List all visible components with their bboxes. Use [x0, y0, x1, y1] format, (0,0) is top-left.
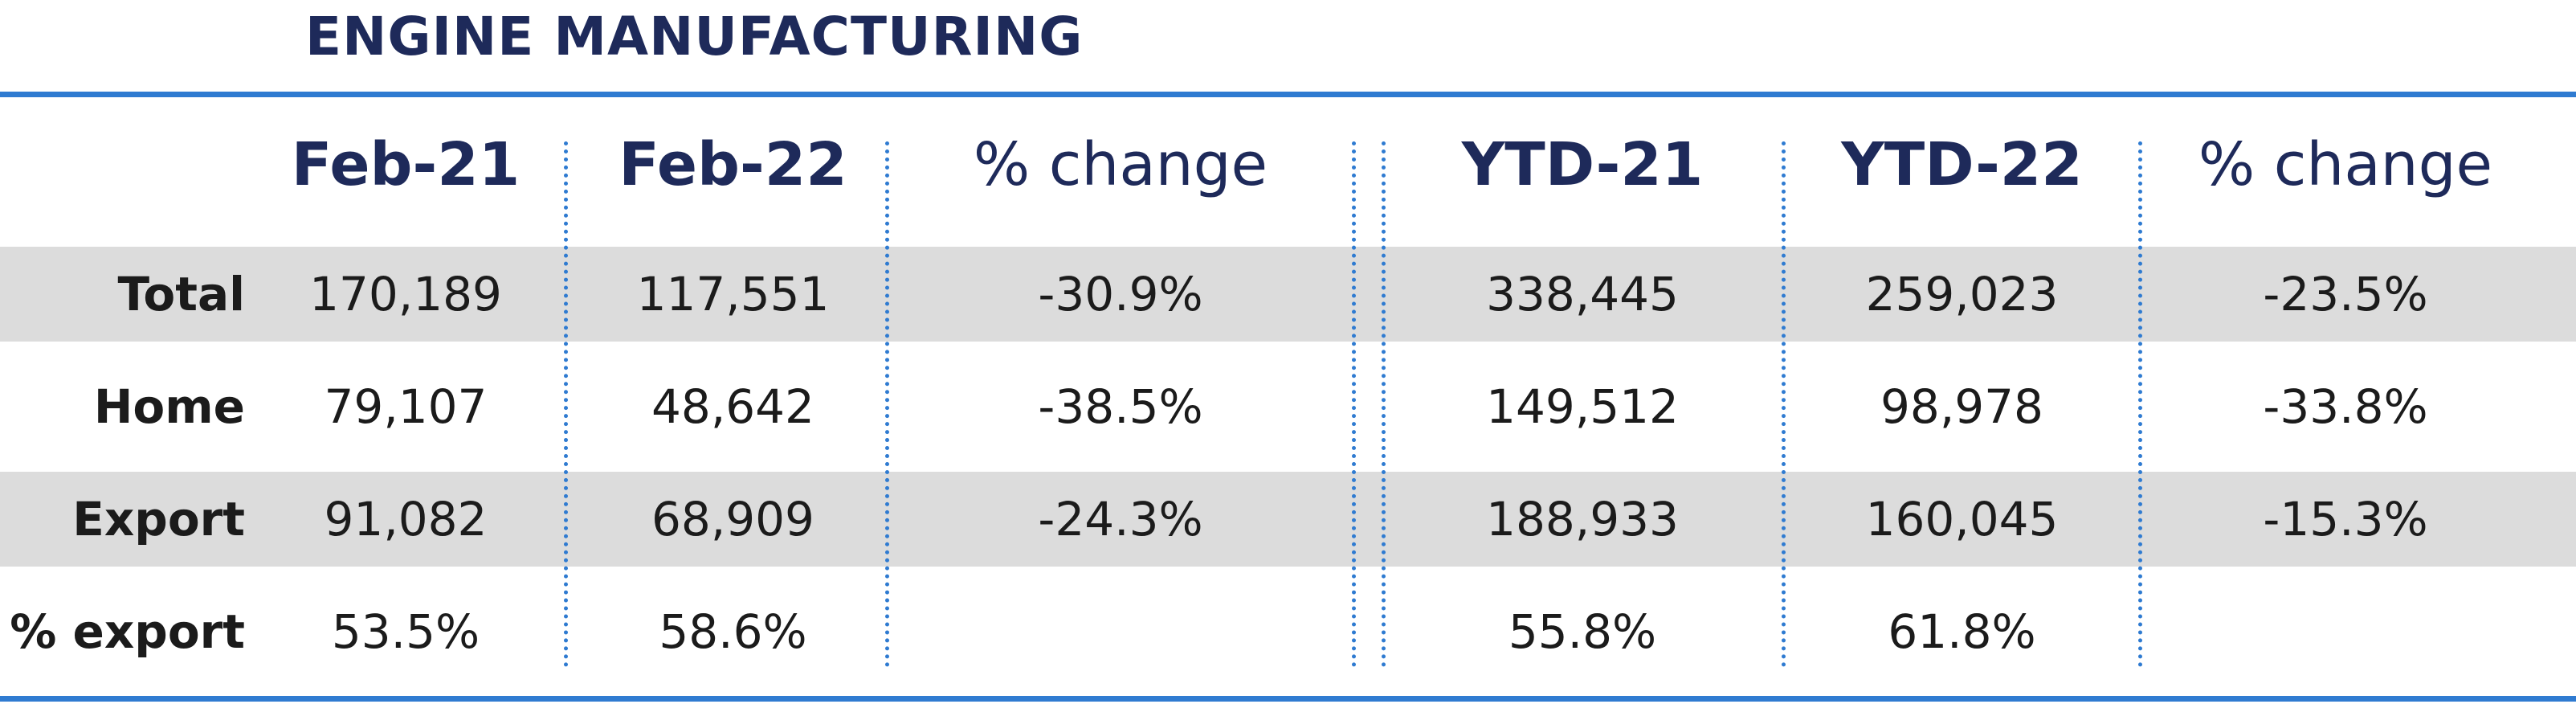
- top-rule: [0, 92, 2576, 97]
- table-cell: 117,551: [636, 267, 830, 321]
- table-cell: -30.9%: [1038, 267, 1203, 321]
- table-cell: 79,107: [324, 379, 488, 434]
- table-cell: -24.3%: [1038, 492, 1203, 546]
- table-cell: 338,445: [1486, 267, 1679, 321]
- table-title: ENGINE MANUFACTURING: [305, 6, 1084, 68]
- header-month-change: % change: [973, 130, 1268, 199]
- row-label-total: Total: [117, 267, 245, 321]
- header-ytd-21: YTD-21: [1461, 130, 1704, 199]
- table-cell: -23.5%: [2263, 267, 2428, 321]
- row-band-export: [0, 472, 2576, 567]
- table-cell: 160,045: [1865, 492, 2059, 546]
- section-divider: [1352, 141, 1356, 667]
- table-cell: 188,933: [1486, 492, 1679, 546]
- table-cell: 61.8%: [1888, 604, 2036, 659]
- table-cell: 58.6%: [659, 604, 807, 659]
- table-cell: 91,082: [324, 492, 488, 546]
- row-label-export: Export: [72, 492, 245, 546]
- table-cell: 48,642: [651, 379, 814, 434]
- table-cell: 170,189: [309, 267, 502, 321]
- column-divider: [1782, 141, 1786, 667]
- table-cell: 149,512: [1486, 379, 1679, 434]
- row-label-home: Home: [93, 379, 245, 434]
- row-band-total: [0, 247, 2576, 342]
- table-cell: 68,909: [651, 492, 814, 546]
- table-cell: [892, 584, 1349, 679]
- table-cell: -15.3%: [2263, 492, 2428, 546]
- bottom-rule: [0, 696, 2576, 702]
- column-divider: [2138, 141, 2142, 667]
- table-cell: 259,023: [1865, 267, 2059, 321]
- header-ytd-22: YTD-22: [1841, 130, 2083, 199]
- column-divider: [885, 141, 889, 667]
- table-cell: 53.5%: [331, 604, 480, 659]
- header-ytd-change: % change: [2198, 130, 2493, 199]
- table-cell: -38.5%: [1038, 379, 1203, 434]
- header-feb-22: Feb-22: [618, 130, 847, 199]
- row-label-percent-export: % export: [10, 604, 245, 659]
- table-cell: -33.8%: [2263, 379, 2428, 434]
- table-cell: 55.8%: [1508, 604, 1657, 659]
- section-divider: [1382, 141, 1386, 667]
- column-divider: [564, 141, 568, 667]
- table-cell: [2141, 584, 2550, 679]
- header-feb-21: Feb-21: [291, 130, 521, 199]
- table-cell: 98,978: [1880, 379, 2043, 434]
